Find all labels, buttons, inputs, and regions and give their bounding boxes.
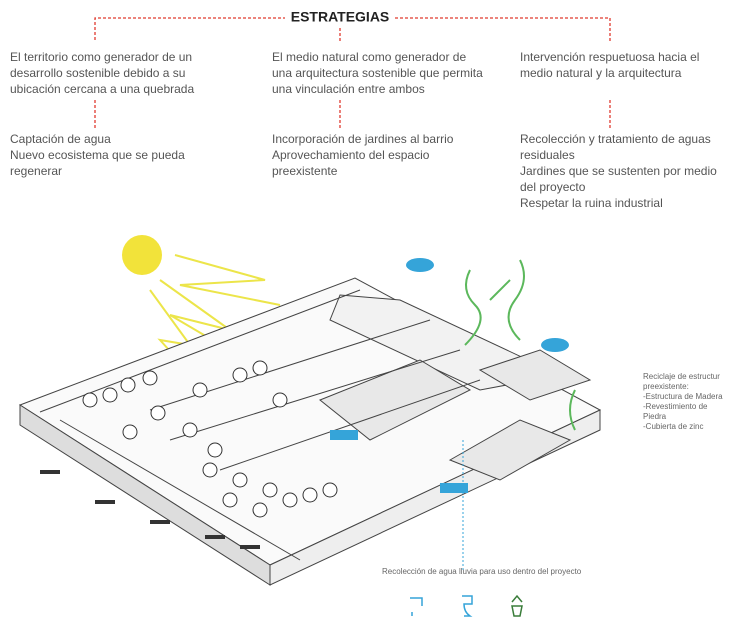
water-cycle xyxy=(406,258,576,570)
title: ESTRATEGIAS xyxy=(291,9,390,25)
icons xyxy=(410,594,523,617)
item-line: Nuevo ecosistema que se pueda xyxy=(10,148,185,162)
intro-line: ubicación cercana a una quebrada xyxy=(10,82,194,96)
intro-line: El medio natural como generador de xyxy=(272,50,466,64)
side-note-line: -Estructura de Madera xyxy=(643,392,723,401)
item-line: Respetar la ruina industrial xyxy=(520,196,663,210)
intro-line: una arquitectura sostenible que permita xyxy=(272,66,483,80)
intro-line: El territorio como generador de un xyxy=(10,50,192,64)
building xyxy=(18,277,602,586)
connectors xyxy=(94,17,611,128)
item-line: preexistente xyxy=(272,164,338,178)
item-line: Incorporación de jardines al barrio xyxy=(272,132,454,146)
item-line: del proyecto xyxy=(520,180,586,194)
side-note-line: -Cubierta de zinc xyxy=(643,422,703,431)
item-line: Recolección y tratamiento de aguas xyxy=(520,132,711,146)
intro-line: Intervención respuetuosa hacia el xyxy=(520,50,699,64)
intro-line: medio natural y la arquitectura xyxy=(520,66,682,80)
item-line: Jardines que se sustenten por medio xyxy=(520,164,717,178)
side-note-line: preexistente: xyxy=(643,382,689,391)
intro-line: desarrollo sostenible debido a su xyxy=(10,66,185,80)
intro-line: una vinculación entre ambos xyxy=(272,82,425,96)
item-line: residuales xyxy=(520,148,575,162)
side-note-line: Reciclaje de estructur xyxy=(643,372,720,381)
item-line: Aprovechamiento del espacio xyxy=(272,148,430,162)
item-line: Captación de agua xyxy=(10,132,111,146)
side-note-line: Piedra xyxy=(643,412,667,421)
trees xyxy=(82,360,338,518)
item-line: regenerar xyxy=(10,164,62,178)
side-note-line: -Revestimiento de xyxy=(643,402,708,411)
caption: Recolección de agua lluvia para uso dent… xyxy=(382,567,582,576)
